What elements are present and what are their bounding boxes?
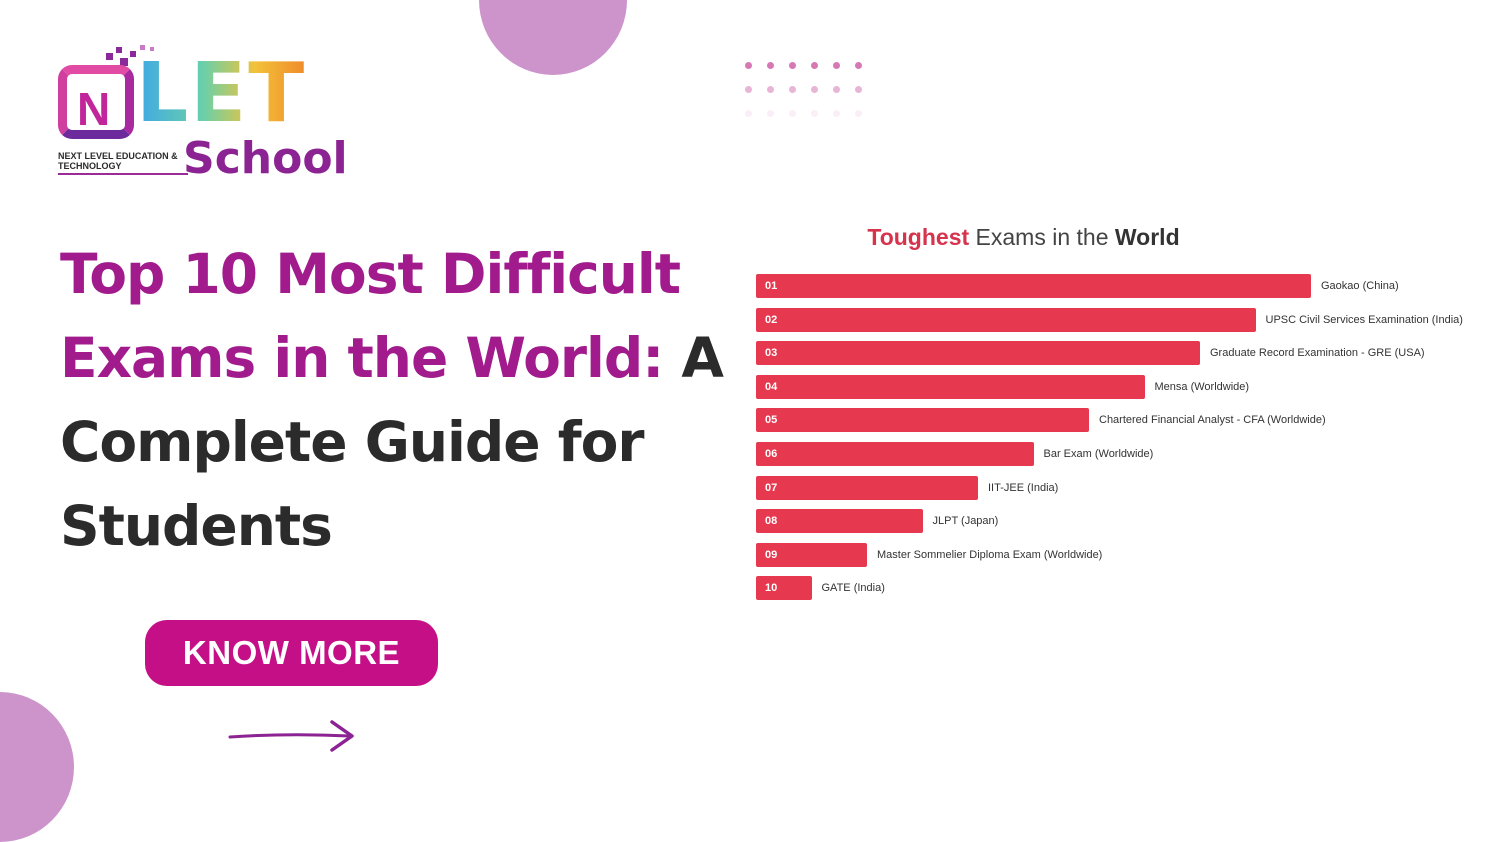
- chart-row: 04 Mensa (Worldwide): [756, 374, 1496, 399]
- chart-row: 08 JLPT (Japan): [756, 509, 1496, 534]
- chart-bar-rank: 04: [765, 380, 778, 393]
- decorative-dot: [811, 86, 818, 93]
- chart-row: 05 Chartered Financial Analyst - CFA (Wor…: [756, 408, 1496, 433]
- chart-bar-rank: 07: [765, 481, 778, 494]
- chart-bar: 09: [756, 542, 867, 567]
- chart-bar: 07: [756, 475, 978, 500]
- chart-row: 03 Graduate Record Examination - GRE (USA…: [756, 341, 1496, 366]
- chart-bar: 08: [756, 509, 923, 534]
- title-accent-line2: Exams in the World:: [60, 326, 664, 390]
- logo-wordmark: LET: [136, 46, 307, 141]
- chart-bar-rank: 09: [765, 548, 778, 561]
- nlet-school-logo: N LET NEXT LEVEL EDUCATION & TECHNOLOGY …: [58, 45, 348, 185]
- decorative-dot: [767, 110, 774, 117]
- chart-bar-rank: 03: [765, 347, 778, 360]
- exam-ranking-chart: 01 Gaokao (China) 02 UPSC Civil Services Ex…: [756, 274, 1496, 604]
- title-accent-line1: Top 10 Most Difficult: [60, 242, 681, 306]
- chart-bar-rank: 02: [765, 313, 778, 326]
- chart-row: 01 Gaokao (China): [756, 274, 1496, 298]
- logo-pixel: [140, 45, 145, 50]
- chart-bar: 03: [756, 341, 1200, 366]
- decorative-dot: [833, 110, 840, 117]
- logo-pixel: [116, 47, 122, 53]
- title-rest: A Complete Guide for Students: [60, 326, 724, 558]
- decorative-dot: [833, 62, 840, 69]
- decorative-dot: [811, 62, 818, 69]
- chart-bar: 06: [756, 442, 1034, 466]
- chart-bar-rank: 10: [765, 582, 778, 595]
- chart-bar: 01: [756, 274, 1311, 298]
- chart-bar: 02: [756, 307, 1256, 332]
- chart-row: 10 GATE (India): [756, 576, 1496, 601]
- logo-mark: N: [58, 65, 134, 139]
- chart-row: 02 UPSC Civil Services Examination (India…: [756, 307, 1496, 332]
- decorative-dot: [789, 110, 796, 117]
- chart-bar-label: Gaokao (China): [1321, 280, 1399, 292]
- decorative-dot: [745, 62, 752, 69]
- chart-bar-rank: 01: [765, 280, 778, 292]
- chart-bar: 10: [756, 576, 812, 601]
- chart-bar-label: UPSC Civil Services Examination (India): [1265, 313, 1463, 326]
- chart-bar-label: Chartered Financial Analyst - CFA (World…: [1099, 414, 1326, 427]
- decorative-dot-grid: [745, 62, 875, 122]
- chart-bar: 04: [756, 374, 1145, 399]
- decorative-blob-top: [479, 0, 627, 75]
- chart-bar-label: GATE (India): [821, 582, 885, 595]
- decorative-dot: [811, 110, 818, 117]
- decorative-blob-bottom: [0, 692, 74, 842]
- page-title: Top 10 Most Difficult Exams in the World:…: [60, 232, 750, 568]
- logo-tagline: NEXT LEVEL EDUCATION & TECHNOLOGY: [58, 151, 178, 171]
- decorative-dot: [767, 62, 774, 69]
- chart-bar-label: Graduate Record Examination - GRE (USA): [1210, 347, 1425, 360]
- chart-title-part-1: Toughest: [867, 224, 970, 250]
- decorative-dot: [833, 86, 840, 93]
- logo-pixel: [130, 51, 136, 57]
- chart-bar-label: JLPT (Japan): [932, 515, 999, 528]
- arrow-right-icon: [228, 720, 354, 752]
- decorative-dot: [855, 86, 862, 93]
- decorative-dot: [745, 110, 752, 117]
- logo-pixel: [150, 47, 154, 51]
- know-more-button[interactable]: KNOW MORE: [145, 620, 438, 686]
- logo-underline: [58, 173, 188, 175]
- chart-bar-label: Mensa (Worldwide): [1154, 380, 1250, 393]
- chart-bar-rank: 05: [765, 414, 778, 427]
- chart-title-part-3: World: [1114, 224, 1180, 250]
- logo-pixel: [120, 58, 128, 66]
- chart-bar-rank: 06: [765, 448, 778, 460]
- chart-title-part-2: Exams in the: [969, 224, 1115, 250]
- decorative-dot: [789, 86, 796, 93]
- decorative-dot: [855, 62, 862, 69]
- chart-row: 07 IIT-JEE (India): [756, 475, 1496, 500]
- chart-bar-rank: 08: [765, 515, 778, 528]
- chart-bar: 05: [756, 408, 1089, 433]
- decorative-dot: [767, 86, 774, 93]
- chart-bar-label: Bar Exam (Worldwide): [1043, 448, 1154, 460]
- decorative-dot: [745, 86, 752, 93]
- logo-mark-letter: N: [77, 83, 110, 135]
- chart-title: Toughest Exams in the World: [636, 224, 1411, 251]
- decorative-dot: [855, 110, 862, 117]
- chart-row: 09 Master Sommelier Diploma Exam (Worldwi…: [756, 542, 1496, 567]
- chart-row: 06 Bar Exam (Worldwide): [756, 442, 1496, 466]
- decorative-dot: [789, 62, 796, 69]
- logo-school-text: School: [183, 133, 348, 184]
- chart-bar-label: IIT-JEE (India): [988, 481, 1059, 494]
- logo-pixel: [106, 53, 113, 60]
- chart-bar-label: Master Sommelier Diploma Exam (Worldwide…: [877, 548, 1103, 561]
